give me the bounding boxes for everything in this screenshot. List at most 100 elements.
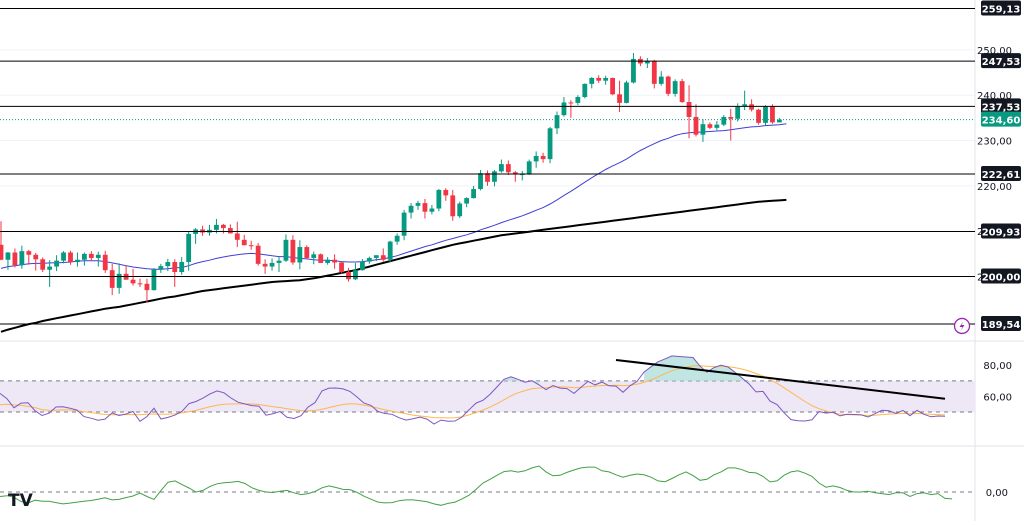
candle-body: [221, 224, 226, 229]
candle-body: [665, 76, 671, 94]
candle-body: [436, 189, 442, 209]
candle-body: [700, 124, 706, 135]
candle-body: [26, 251, 32, 255]
candle-body: [610, 77, 615, 95]
candle-body: [777, 119, 782, 123]
candle-body: [651, 61, 657, 84]
price-level-tag[interactable]: [981, 223, 1021, 239]
candle-body: [631, 58, 636, 83]
price-level-tag[interactable]: [981, 53, 1021, 69]
price-level-tag-label: 222,61: [982, 170, 1021, 181]
candle-body: [533, 155, 539, 162]
candle-body: [54, 260, 59, 267]
candle-body: [575, 97, 581, 103]
candle-body: [408, 205, 414, 213]
candle-body: [561, 102, 567, 116]
candle-body: [707, 124, 713, 128]
candle-body: [19, 251, 25, 266]
price-tick-label: 220,00: [977, 182, 1012, 193]
candle-body: [471, 189, 476, 199]
candle-body: [554, 115, 560, 129]
candle-body: [672, 81, 678, 94]
candle-body: [589, 77, 595, 84]
candle-body: [47, 266, 53, 270]
price-level-tag[interactable]: [981, 268, 1021, 284]
candle-body: [283, 239, 289, 261]
candle-body: [346, 272, 351, 280]
candle-body: [353, 270, 358, 280]
ma-short-line: [0, 123, 787, 270]
candle-body: [88, 253, 94, 258]
lightning-glyph: [959, 320, 965, 331]
rsi-line: [0, 355, 946, 425]
candle-body: [505, 164, 511, 173]
svg-text:TV: TV: [8, 491, 34, 511]
candle-body: [749, 104, 754, 110]
candle-body: [360, 261, 365, 271]
candle-body: [721, 116, 727, 125]
price-axis[interactable]: 250,00240,00230,00220,00210,00200,00259,…: [953, 0, 1022, 499]
candle-body: [526, 161, 532, 175]
tradingview-logo[interactable]: TV: [8, 491, 34, 511]
candle-body: [61, 252, 66, 261]
ma-long-line: [0, 198, 787, 333]
moving-average-layer: [0, 123, 787, 333]
candle-body: [679, 81, 685, 102]
candle-body: [582, 83, 588, 98]
price-level-tag[interactable]: [981, 0, 1021, 16]
candle-body: [311, 254, 317, 258]
momentum-line: [0, 465, 953, 506]
candle-body: [644, 61, 650, 64]
rsi-overbought-fill: [504, 355, 749, 385]
candle-body: [519, 174, 525, 176]
candle-body: [241, 239, 247, 246]
rsi-trendline[interactable]: [615, 358, 946, 400]
candle-body: [464, 198, 470, 204]
candle-body: [728, 116, 734, 119]
price-level-tag-label: 259,13: [982, 4, 1021, 15]
candle-body: [492, 171, 497, 182]
price-tick-label: 250,00: [977, 46, 1012, 57]
candle-body: [512, 172, 518, 175]
candle-body: [540, 155, 546, 160]
candle-body: [255, 245, 261, 264]
candle-body: [95, 254, 101, 258]
last-price-tag[interactable]: [981, 111, 1021, 127]
candle-body: [0, 244, 4, 260]
candle-body: [40, 259, 46, 270]
candle-body: [214, 224, 219, 230]
candle-body: [658, 76, 664, 84]
candle-body: [429, 208, 435, 212]
candle-body: [116, 273, 122, 288]
candle-body: [485, 173, 490, 182]
price-level-tag-label: 247,53: [982, 57, 1021, 68]
candle-body: [158, 266, 164, 270]
price-level-tag[interactable]: [981, 98, 1021, 114]
candle-body: [756, 109, 761, 123]
candle-body: [5, 252, 11, 260]
candle-body: [617, 94, 622, 103]
price-level-tag[interactable]: [981, 315, 1021, 331]
candle-body: [151, 269, 157, 291]
candle-body: [68, 252, 73, 263]
candle-body: [318, 254, 324, 263]
candle-body: [770, 106, 775, 123]
candle-body: [234, 233, 240, 240]
candle-body: [742, 104, 748, 107]
candle-body: [325, 259, 331, 263]
candle-body: [394, 235, 400, 242]
price-level-tag-label: 200,00: [982, 273, 1021, 284]
candle-body: [450, 195, 456, 217]
candle-body: [603, 77, 609, 81]
candle-body: [165, 262, 171, 267]
candle-body: [763, 106, 768, 123]
candle-body: [304, 247, 310, 258]
candle-body: [186, 233, 192, 263]
candle-body: [12, 252, 18, 266]
candle-body: [144, 283, 150, 291]
candle-body: [269, 262, 275, 267]
candle-body: [130, 279, 136, 284]
price-level-tag[interactable]: [981, 166, 1021, 182]
candle-body: [227, 228, 233, 234]
